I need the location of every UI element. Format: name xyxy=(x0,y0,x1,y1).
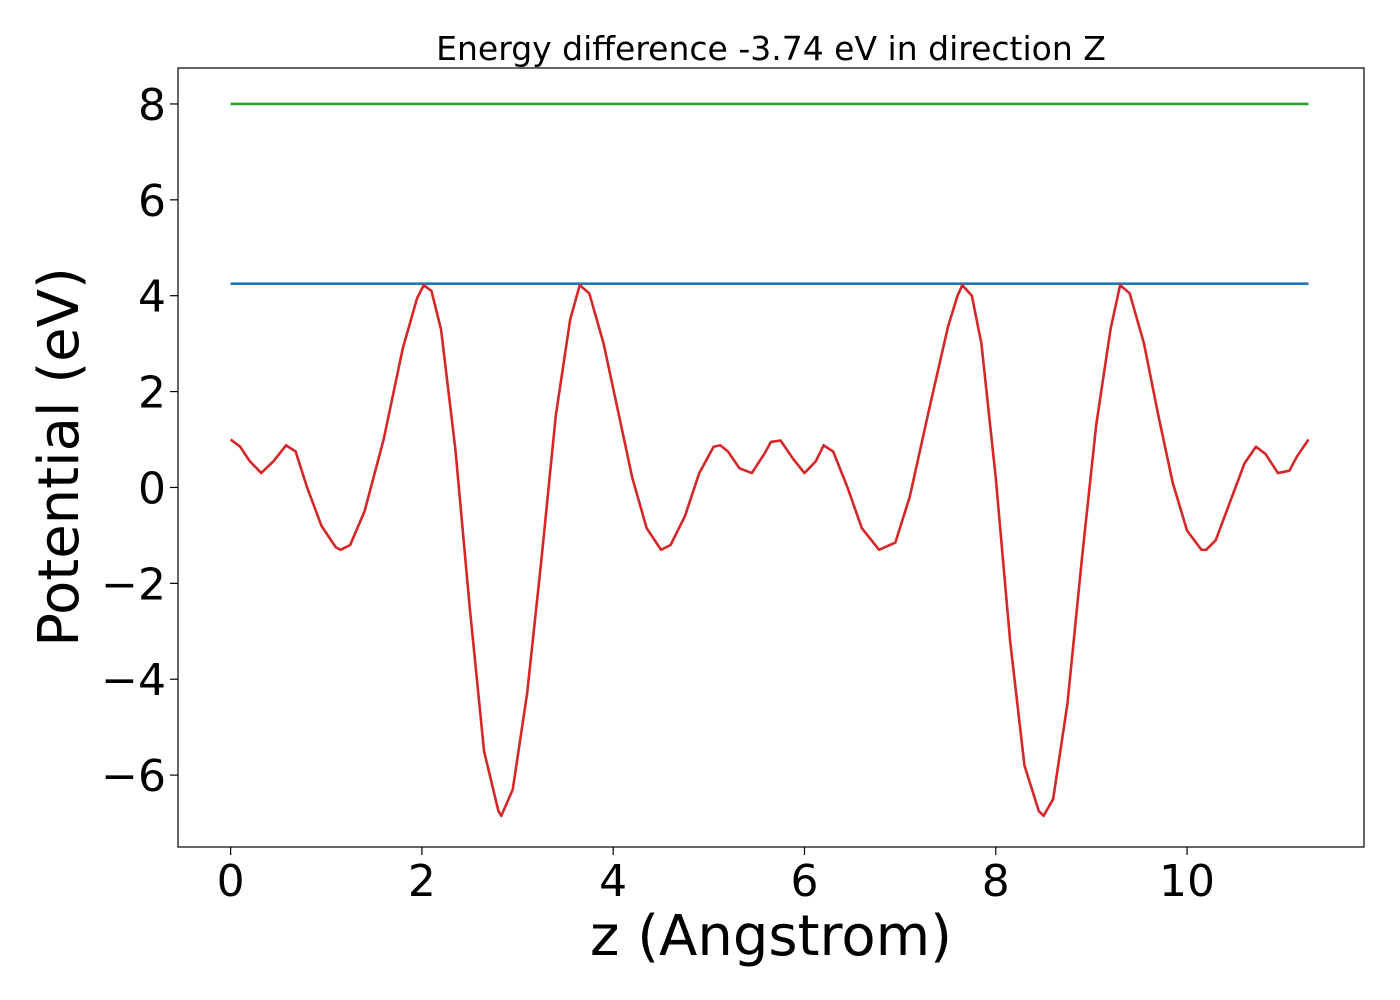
x-axis-label: z (Angstrom) xyxy=(590,904,952,969)
x-tick-label: 4 xyxy=(599,856,627,907)
y-tick-label: 0 xyxy=(138,463,166,514)
y-tick-label: −2 xyxy=(101,559,166,610)
y-tick-label: 8 xyxy=(138,80,166,131)
y-tick-label: −4 xyxy=(101,655,166,706)
y-axis-label: Potential (eV) xyxy=(27,267,92,647)
x-tick-label: 8 xyxy=(982,856,1010,907)
y-tick-label: −6 xyxy=(101,751,166,802)
chart-title: Energy difference -3.74 eV in direction … xyxy=(436,29,1106,68)
plot-lines xyxy=(229,102,1310,818)
x-tick-label: 0 xyxy=(217,856,245,907)
x-tick-label: 6 xyxy=(790,856,818,907)
x-tick-label: 10 xyxy=(1159,856,1215,907)
series-line-2 xyxy=(229,283,1310,818)
y-axis: −6 −4 −2 0 2 4 6 8 xyxy=(101,80,178,802)
y-tick-label: 2 xyxy=(138,368,166,419)
y-tick-label: 4 xyxy=(138,272,166,323)
y-tick-label: 6 xyxy=(138,176,166,227)
plot-frame xyxy=(177,67,1365,848)
x-tick-label: 2 xyxy=(408,856,436,907)
x-axis: 0 2 4 6 8 10 xyxy=(217,847,1215,907)
